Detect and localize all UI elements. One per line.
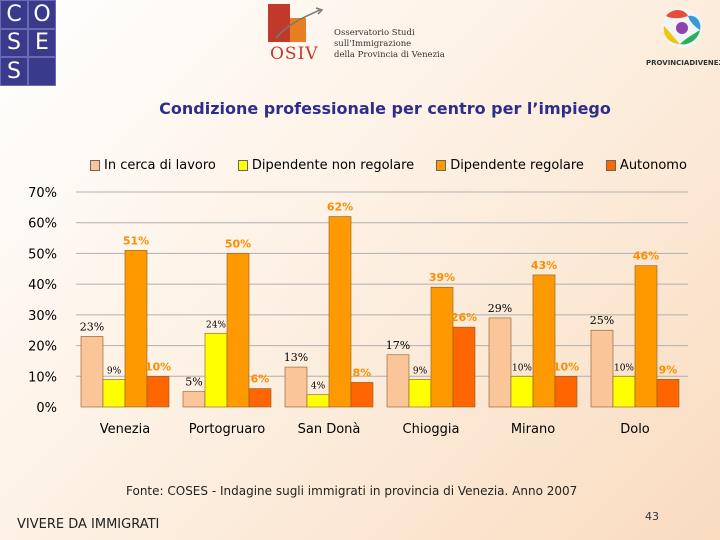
y-tick-label: 20% [28,340,57,355]
data-label: 10% [512,363,532,373]
data-label: 10% [553,360,579,373]
legend-label: Dipendente regolare [450,158,584,173]
chart-title: Condizione professionale per centro per … [159,99,611,118]
data-label: 10% [145,360,171,373]
data-label: 10% [614,363,634,373]
bar [408,379,432,408]
x-category-label: Mirano [511,422,555,437]
data-label: 50% [225,237,251,250]
bar [634,265,658,408]
data-label: 39% [429,271,455,284]
legend-item: In cerca di lavoro [90,158,216,173]
bar [612,375,636,408]
bar [284,366,308,408]
y-tick-label: 70% [28,186,57,201]
bar [656,379,680,408]
bar-chart: 0% 10% 20% 30% 40% 50% 60% 70% 23% 9% 51% 10% Venezi… [28,186,688,437]
y-tick-label: 40% [28,278,57,293]
bar [452,326,476,408]
legend-label: In cerca di lavoro [104,158,216,173]
data-label: 23% [80,320,104,333]
osiv-name: Osservatorio Studi sull'Immigrazione del… [334,28,445,61]
chart-legend: In cerca di lavoro Dipendente non regola… [90,158,687,173]
legend-label: Dipendente non regolare [251,158,415,173]
data-label: 4% [311,382,326,392]
provincia-label: PROVINCIADIVENEZIA [646,59,720,67]
data-label: 9% [413,366,428,376]
data-label: 9% [107,366,122,376]
osiv-letters: OSIV [270,44,319,64]
data-label: 6% [251,373,270,386]
data-label: 17% [386,339,410,352]
data-label: 43% [531,259,557,272]
legend-swatch [237,160,248,171]
data-label: 26% [451,311,477,324]
legend-item: Dipendente non regolare [237,158,415,173]
y-tick-label: 50% [28,247,57,262]
data-label: 9% [659,363,678,376]
bar [124,250,148,408]
data-label: 51% [123,234,149,247]
data-label: 13% [284,351,308,364]
legend-item: Dipendente regolare [436,158,584,173]
coses-letter: C [0,0,28,29]
x-category-label: Portogruaro [189,422,266,437]
provincia-mark-icon [662,8,702,48]
bar [248,388,272,408]
legend-swatch [436,160,447,171]
x-category-label: Venezia [100,422,151,437]
coses-letter: E [28,28,56,58]
coses-logo: C O S E S [0,0,56,86]
osiv-line: Osservatorio Studi [334,28,415,38]
data-label: 62% [327,201,353,214]
osiv-logo: OSIV Osservatorio Studi sull'Immigrazion… [268,4,468,68]
y-tick-label: 60% [28,217,57,232]
legend-item: Autonomo [605,158,687,173]
bar [590,329,614,408]
data-label: 46% [633,250,659,263]
osiv-line: della Provincia di Venezia [334,50,445,60]
y-tick-label: 10% [28,370,57,385]
bar [182,391,206,408]
bar [386,354,410,408]
bar [532,274,556,408]
footer-title: VIVERE DA IMMIGRATI [17,517,160,532]
bar [488,317,512,408]
bar [102,379,126,408]
bar [510,375,534,408]
coses-letter: S [0,57,28,86]
coses-letter [28,57,56,86]
osiv-mark-icon [268,4,324,42]
x-category-label: San Donà [298,422,361,437]
bar [328,216,352,408]
osiv-line: sull'Immigrazione [334,39,412,49]
x-category-label: Dolo [620,422,650,437]
bar [80,336,104,408]
legend-swatch [90,160,100,171]
coses-letter: S [0,28,28,58]
y-tick-label: 0% [36,401,57,416]
legend-swatch [605,160,616,171]
bar [554,375,578,408]
provincia-logo: PROVINCIADIVENEZIA [644,4,720,72]
bar [306,394,330,408]
bar [226,253,250,408]
bar [430,286,454,408]
data-label: 5% [185,376,202,389]
bar [204,332,228,408]
legend-label: Autonomo [619,158,687,173]
data-label: 29% [488,302,512,315]
data-label: 8% [353,366,372,379]
bar [146,375,170,408]
data-label: 24% [206,320,226,330]
y-tick-label: 30% [28,309,57,324]
coses-letter: O [28,0,56,29]
source-note: Fonte: COSES - Indagine sugli immigrati … [126,484,578,498]
bar [350,382,374,408]
x-category-label: Chioggia [403,422,460,437]
page-number: 43 [645,510,659,523]
data-label: 25% [590,314,614,327]
